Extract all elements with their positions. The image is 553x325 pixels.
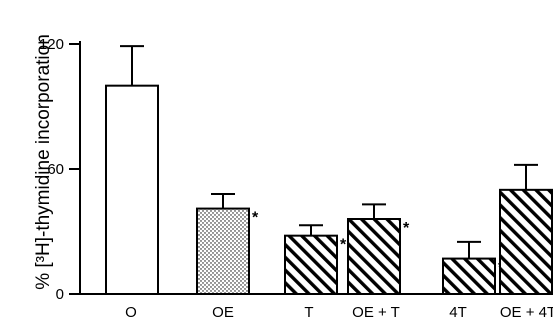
significance-marker: * xyxy=(403,220,410,237)
y-tick-label: 120 xyxy=(39,36,64,53)
y-tick-label: 0 xyxy=(56,286,64,303)
x-tick-label: OE + 4T xyxy=(500,304,553,321)
x-tick-label: O xyxy=(125,304,137,321)
y-tick-label: 60 xyxy=(47,161,64,178)
bar xyxy=(105,84,159,295)
bar xyxy=(284,234,338,296)
bar xyxy=(196,207,250,295)
bar xyxy=(499,188,553,295)
x-tick-label: OE xyxy=(212,304,234,321)
x-tick-label: OE + T xyxy=(352,304,400,321)
x-tick-label: 4T xyxy=(449,304,467,321)
significance-marker: * xyxy=(340,237,347,254)
bar xyxy=(442,257,496,296)
x-tick-label: T xyxy=(304,304,313,321)
bar xyxy=(347,218,401,295)
y-axis-label: % [³H]-thymidine incorporation xyxy=(33,34,54,290)
significance-marker: * xyxy=(252,210,259,227)
